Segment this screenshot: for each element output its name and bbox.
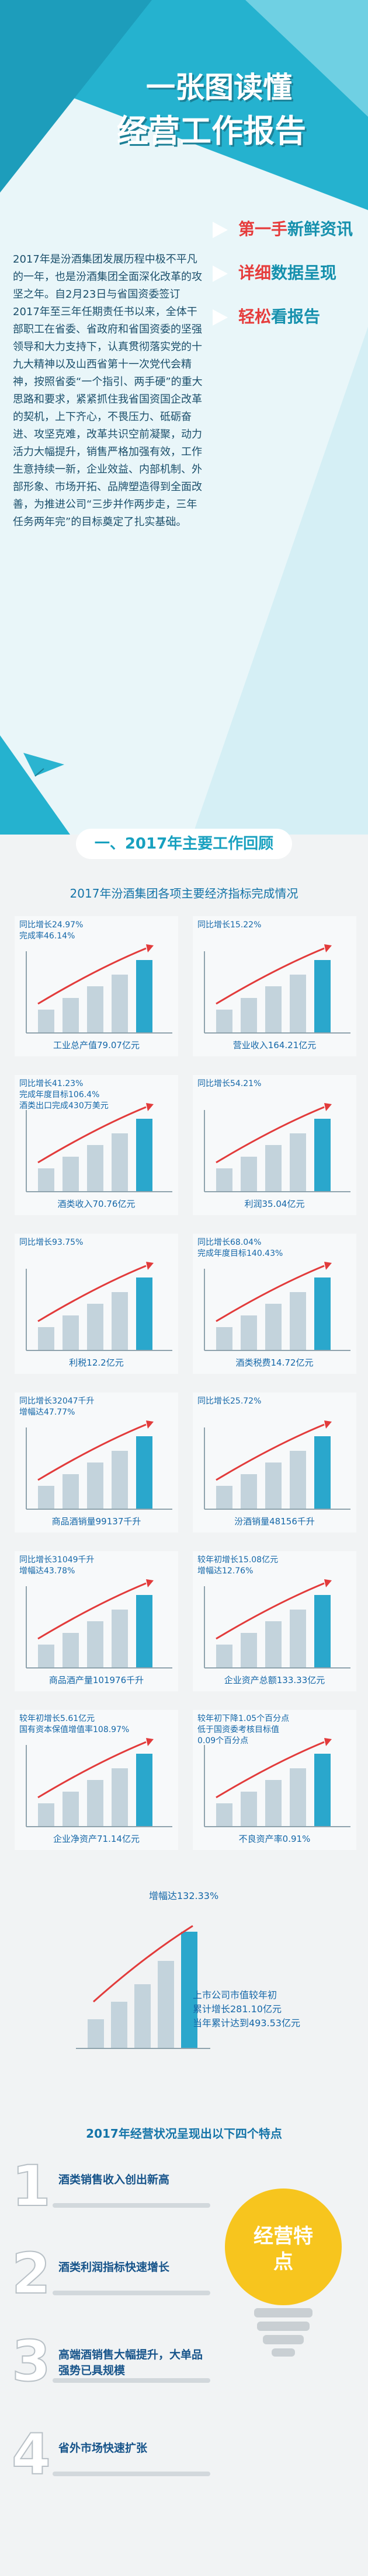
- indicator-note: 同比增长24.97%: [19, 920, 84, 930]
- indicator-label: 企业净资产71.14亿元: [53, 1834, 140, 1844]
- item-number: 3: [11, 2328, 51, 2395]
- indicator-label: 酒类税费14.72亿元: [235, 1357, 314, 1368]
- tag: 第一手新鲜资讯: [210, 216, 353, 243]
- mini-chart: [15, 1710, 178, 1850]
- mini-chart: [193, 1075, 356, 1215]
- indicator-label: 商品酒产量101976千升: [48, 1675, 144, 1685]
- market-note: 增幅达132.33%: [149, 1890, 219, 1901]
- indicator-note: 完成年度目标140.43%: [197, 1249, 283, 1258]
- bulb-icon: [225, 2188, 342, 2357]
- indicator-note: 同比增长32047千升: [19, 1397, 95, 1406]
- indicator-note: 较年初增长15.08亿元: [197, 1555, 279, 1565]
- tag-text: 新鲜资讯: [287, 219, 353, 239]
- mini-chart: [193, 916, 356, 1056]
- mini-chart: [193, 1551, 356, 1691]
- tag-highlight: 第一手: [238, 219, 288, 239]
- indicator-label: 工业总产值79.07亿元: [53, 1040, 140, 1050]
- indicator-label: 利润35.04亿元: [244, 1199, 305, 1209]
- mini-chart: [193, 1710, 356, 1850]
- indicator-label: 商品酒销量99137千升: [51, 1516, 141, 1527]
- section-heading: 2017年经营状况呈现出以下四个特点: [86, 2127, 282, 2141]
- item-underline: [53, 2472, 210, 2476]
- indicator-note: 同比增长15.22%: [197, 920, 262, 930]
- tag-highlight: 详细: [238, 263, 272, 282]
- mini-chart: [15, 1551, 178, 1691]
- indicator-note: 低于国资委考核目标值: [197, 1725, 279, 1734]
- indicator-note: 较年初增长5.61亿元: [19, 1714, 95, 1723]
- item-text: 酒类销售收入创出新高: [58, 2173, 170, 2186]
- indicator-label: 酒类收入70.76亿元: [57, 1199, 136, 1209]
- market-line: 上市公司市值较年初: [193, 1989, 277, 2001]
- market-line: 累计增长281.10亿元: [193, 2003, 282, 2015]
- tag-text: 看报告: [271, 307, 321, 326]
- indicator-label: 企业资产总额133.33亿元: [224, 1675, 325, 1685]
- mini-chart: [15, 916, 178, 1056]
- title-line-1: 一张图读懂: [146, 71, 292, 104]
- indicator-label: 利税12.2亿元: [69, 1357, 124, 1368]
- mini-chart: [15, 1392, 178, 1533]
- section-heading: 一、2017年主要工作回顾: [76, 829, 292, 859]
- indicator-note: 完成率46.14%: [19, 931, 75, 941]
- indicator-note: 同比增长31049千升: [19, 1555, 95, 1565]
- item-underline: [53, 2291, 210, 2295]
- header-background: [0, 0, 368, 835]
- indicator-label: 不良资产率0.91%: [238, 1834, 311, 1844]
- item-underline: [53, 2378, 210, 2383]
- indicator-note: 同比增长25.72%: [197, 1397, 262, 1406]
- market-chart: [76, 1925, 210, 2049]
- indicator-note: 同比增长93.75%: [19, 1238, 84, 1247]
- tag-arrow: [213, 266, 228, 282]
- item-underline: [53, 2203, 210, 2208]
- tag-highlight: 轻松: [238, 307, 272, 326]
- indicator-note: 国有资本保值增值率108.97%: [19, 1725, 130, 1734]
- market-line: 当年累计达到493.53亿元: [193, 2017, 300, 2029]
- title-line-2: 经营工作报告: [117, 113, 306, 149]
- tag-arrow: [213, 222, 228, 238]
- mini-chart: [193, 1234, 356, 1374]
- indicator-note: 同比增长54.21%: [197, 1079, 262, 1088]
- tag: 详细数据呈现: [210, 260, 336, 287]
- item-text: 省外市场快速扩张: [58, 2442, 148, 2455]
- item-number: 2: [11, 2240, 51, 2307]
- tag-arrow: [213, 309, 228, 326]
- intro-text: 2017年是汾酒集团发展历程中极不平凡的一年，也是汾酒集团全面深化改革的攻坚之年…: [13, 253, 203, 528]
- bulb-label: 经营特点: [254, 2225, 313, 2274]
- indicator-note: 同比增长41.23%: [19, 1079, 84, 1088]
- indicator-label: 营业收入164.21亿元: [232, 1040, 317, 1050]
- tag: 轻松看报告: [210, 303, 320, 330]
- item-number: 1: [11, 2153, 51, 2219]
- item-number: 4: [11, 2421, 51, 2488]
- mini-chart: [15, 1234, 178, 1374]
- tag-text: 数据呈现: [271, 263, 337, 282]
- indicator-label: 汾酒销量48156千升: [234, 1516, 315, 1527]
- indicator-note: 增幅达43.78%: [19, 1566, 75, 1576]
- indicator-note: 增幅达12.76%: [197, 1566, 254, 1576]
- mini-chart: [15, 1075, 178, 1215]
- indicator-note: 增幅达47.77%: [19, 1408, 75, 1417]
- indicator-note: 酒类出口完成430万美元: [19, 1101, 109, 1111]
- indicator-note: 0.09个百分点: [197, 1736, 249, 1746]
- item-text: 酒类利润指标快速增长: [58, 2261, 170, 2274]
- item-text: 高端酒销售大幅提升，大单品强势已具规模: [58, 2348, 203, 2377]
- section-subtitle: 2017年汾酒集团各项主要经济指标完成情况: [70, 886, 298, 900]
- indicator-note: 完成年度目标106.4%: [19, 1090, 100, 1099]
- indicator-note: 较年初下降1.05个百分点: [197, 1714, 290, 1723]
- indicator-note: 同比增长68.04%: [197, 1238, 262, 1247]
- mini-chart: [193, 1392, 356, 1533]
